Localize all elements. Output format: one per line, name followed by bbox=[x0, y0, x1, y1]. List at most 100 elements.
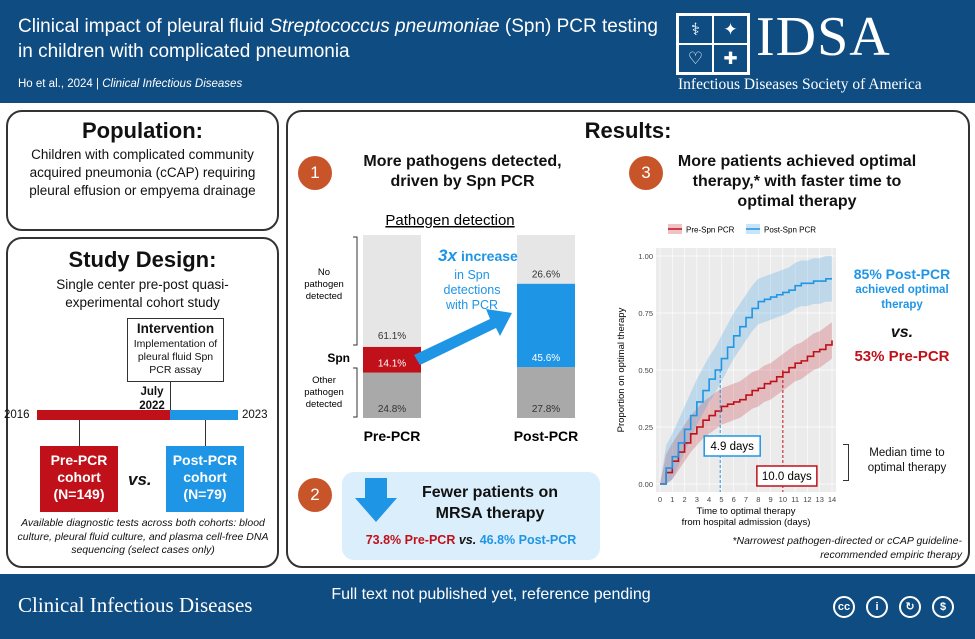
bar-spn-0 bbox=[363, 346, 421, 373]
bar-value-label: 45.6% bbox=[532, 353, 560, 364]
no-pathogen-bracket bbox=[353, 236, 358, 346]
pre-connector bbox=[79, 420, 80, 446]
idsa-logo-subtitle: Infectious Diseases Society of America bbox=[678, 76, 922, 93]
noncommercial-icon: $ bbox=[932, 596, 954, 618]
citation: Ho et al., 2024 | Clinical Infectious Di… bbox=[18, 78, 243, 90]
idsa-emblem-icon: ⚕ ✦ ♡ ✚ bbox=[676, 13, 750, 75]
km-ytick-label: 0.75 bbox=[638, 309, 653, 318]
timeline-post-segment bbox=[170, 410, 238, 420]
bar-value-label: 24.8% bbox=[378, 404, 406, 415]
km-legend-label-0: Pre-Spn PCR bbox=[686, 226, 735, 235]
results-title: Results: bbox=[584, 118, 672, 143]
intervention-title: Intervention bbox=[136, 321, 215, 336]
timeline-start-label: 2016 bbox=[4, 409, 30, 421]
km-x-axis-label-line1: Time to optimal therapy bbox=[697, 506, 796, 517]
km-xtick-label: 7 bbox=[744, 495, 748, 504]
study-design-panel bbox=[6, 237, 279, 568]
attribution-icon: i bbox=[866, 596, 888, 618]
km-ytick-label: 0.25 bbox=[638, 423, 653, 432]
post-pcr-result-text: achieved optimal therapy bbox=[855, 284, 949, 311]
footer-bar bbox=[0, 574, 975, 639]
timeline-mid-label: July 2022 bbox=[139, 386, 165, 412]
cc-icon: cc bbox=[833, 596, 855, 618]
category-label-pre: Pre-PCR bbox=[364, 428, 421, 444]
cohort-vs: vs. bbox=[128, 470, 152, 489]
section-2-title: Fewer patients on MRSA therapy bbox=[421, 484, 559, 522]
annotation-increase: increase bbox=[461, 248, 518, 264]
category-label-post: Post-PCR bbox=[514, 428, 579, 444]
study-design-title: Study Design: bbox=[68, 247, 217, 272]
km-median-box-0 bbox=[703, 435, 761, 457]
idsa-logo: IDSA bbox=[756, 6, 891, 68]
results-footnote: *Narrowest pathogen-directed or cCAP gui… bbox=[732, 535, 962, 561]
bar-value-label: 61.1% bbox=[378, 331, 406, 342]
section-1-number: 1 bbox=[298, 156, 332, 190]
intervention-connector bbox=[170, 382, 171, 412]
km-median-label-1: 10.0 days bbox=[762, 471, 812, 483]
seg-label-none: No pathogen detected bbox=[304, 267, 344, 302]
increase-arrow-icon bbox=[414, 309, 512, 365]
bar-none-1 bbox=[517, 235, 575, 284]
section-1-title: More pathogens detected, driven by Spn P… bbox=[363, 153, 562, 190]
km-xtick-label: 12 bbox=[803, 495, 811, 504]
diagnostic-tests-note: Available diagnostic tests across both c… bbox=[17, 517, 269, 556]
intervention-text: Implementation of pleural fluid Spn PCR … bbox=[133, 338, 218, 376]
bar-value-label: 26.6% bbox=[532, 270, 560, 281]
km-ci-band-1 bbox=[660, 256, 832, 484]
km-xtick-label: 0 bbox=[658, 495, 662, 504]
bar-other-1 bbox=[517, 367, 575, 418]
section-3-number: 3 bbox=[629, 156, 663, 190]
bar-none-0 bbox=[363, 235, 421, 347]
results-vs: vs. bbox=[890, 324, 914, 341]
km-xtick-label: 1 bbox=[670, 495, 674, 504]
pathogen-detection-chart: Pathogen detection 24.8% 14.1% 61.1% 27.8% 4… bbox=[304, 212, 579, 444]
mrsa-comparison: 73.8% Pre-PCR vs. 46.8% Post-PCR bbox=[365, 533, 577, 547]
km-xtick-label: 4 bbox=[707, 495, 711, 504]
post-pcr-result: 85% Post-PCR achieved optimal therapy bbox=[838, 265, 966, 313]
km-ytick-label: 0.50 bbox=[638, 366, 653, 375]
km-xtick-label: 3 bbox=[695, 495, 699, 504]
pathogen-chart-title: Pathogen detection bbox=[385, 212, 514, 229]
timeline-pre-segment bbox=[37, 410, 170, 420]
km-legend-label-1: Post-Spn PCR bbox=[764, 226, 816, 235]
footer-note: Full text not published yet, reference p… bbox=[331, 586, 651, 603]
km-xtick-label: 6 bbox=[732, 495, 736, 504]
study-design-text: Single center pre-post quasi-experimenta… bbox=[56, 277, 229, 310]
km-line-0 bbox=[660, 340, 833, 485]
bar-value-label: 14.1% bbox=[378, 359, 406, 370]
annotation-3x: 3x bbox=[438, 246, 458, 265]
km-xtick-label: 5 bbox=[719, 495, 723, 504]
km-xtick-label: 14 bbox=[828, 495, 836, 504]
seg-label-spn: Spn bbox=[327, 351, 350, 365]
km-xtick-label: 11 bbox=[791, 495, 799, 504]
km-xtick-label: 2 bbox=[682, 495, 686, 504]
km-median-box-1 bbox=[756, 465, 818, 487]
km-xtick-label: 13 bbox=[816, 495, 824, 504]
km-xtick-label: 10 bbox=[779, 495, 787, 504]
intervention-box bbox=[127, 318, 224, 382]
post-pcr-percent: 85% Post-PCR bbox=[853, 266, 951, 282]
median-bracket bbox=[843, 444, 849, 481]
km-x-axis-label-line2: from hospital admission (days) bbox=[682, 517, 811, 528]
down-arrow-icon bbox=[355, 478, 397, 522]
pre-pcr-cohort-box: Pre-PCR cohort (N=149) bbox=[40, 446, 118, 512]
population-panel bbox=[6, 110, 279, 231]
median-time-label: Median time to optimal therapy bbox=[867, 447, 947, 474]
header-bar bbox=[0, 0, 975, 103]
km-ci-band-0 bbox=[660, 322, 832, 484]
bar-value-label: 27.8% bbox=[532, 404, 560, 415]
km-median-label-0: 4.9 days bbox=[710, 441, 754, 453]
bar-other-0 bbox=[363, 372, 421, 418]
post-pcr-cohort-box: Post-PCR cohort (N=79) bbox=[166, 446, 244, 512]
km-xtick-label: 8 bbox=[756, 495, 760, 504]
km-line-1 bbox=[660, 278, 832, 485]
share-alike-icon: ↻ bbox=[899, 596, 921, 618]
km-ytick-label: 0.00 bbox=[638, 480, 653, 489]
page-title: Clinical impact of pleural fluid Strepto… bbox=[18, 16, 659, 62]
post-connector bbox=[205, 420, 206, 446]
bar-spn-1 bbox=[517, 283, 575, 368]
km-y-axis-label: Proportion on optimal therapy bbox=[616, 307, 627, 432]
section-2-number: 2 bbox=[298, 478, 332, 512]
section-3-title: More patients achieved optimal therapy,*… bbox=[677, 153, 917, 210]
annotation-text: in Spn detections with PCR bbox=[444, 268, 501, 312]
